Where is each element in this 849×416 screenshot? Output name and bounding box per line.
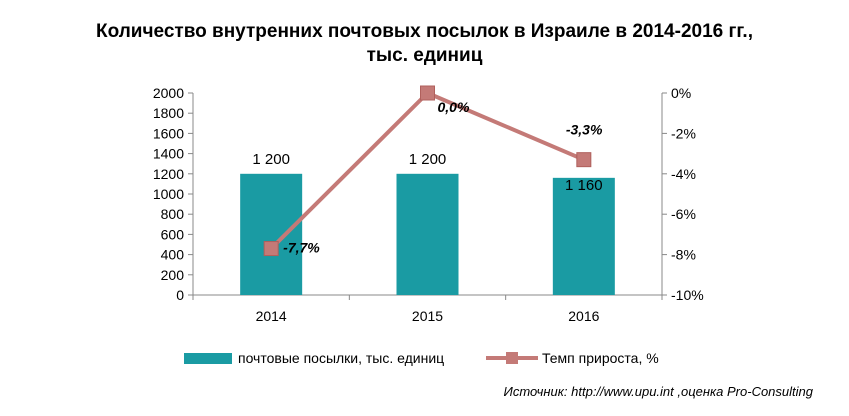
x-axis-tick-label: 2015 (412, 308, 443, 324)
left-axis-tick-label: 1200 (153, 166, 184, 182)
right-axis-tick-label: -6% (671, 206, 696, 222)
growth-rate-marker-2014 (263, 241, 279, 257)
x-axis-tick-label: 2014 (256, 308, 287, 324)
chart-title-line-1: Количество внутренних почтовых посылок в… (96, 21, 753, 42)
left-axis-tick-label: 1000 (153, 186, 184, 202)
legend-bar-swatch (184, 353, 232, 364)
legend-bar-label: почтовые посылки, тыс. единиц (238, 350, 444, 366)
left-axis-tick-label: 400 (161, 247, 185, 263)
chart-title-line-2: тыс. единиц (366, 45, 483, 66)
growth-rate-value-label: 0,0% (438, 99, 470, 115)
right-axis-tick-label: -8% (671, 247, 696, 263)
bar-value-label: 1 200 (252, 151, 290, 168)
left-axis-tick-label: 2000 (153, 85, 184, 101)
left-axis-tick-label: 200 (161, 267, 185, 283)
bar-value-label: 1 160 (565, 177, 603, 194)
growth-rate-marker-2015 (420, 85, 435, 101)
x-axis-tick-label: 2016 (568, 308, 599, 324)
growth-rate-value-label: -7,7% (283, 240, 320, 256)
left-axis-tick-label: 1400 (153, 146, 184, 162)
legend-line-marker (506, 352, 518, 364)
right-axis-tick-label: 0% (671, 85, 691, 101)
left-axis-tick-label: 1600 (153, 125, 184, 141)
bar-2016 (552, 177, 615, 295)
bar-2014 (240, 173, 303, 295)
growth-rate-value-label: -3,3% (566, 122, 603, 138)
right-axis-tick-label: -10% (671, 287, 704, 303)
left-axis-tick-label: 600 (161, 226, 185, 242)
growth-rate-marker-2016 (576, 152, 592, 168)
legend-line-label: Темп прироста, % (542, 350, 659, 366)
bar-value-label: 1 200 (409, 151, 447, 168)
source-note: Источник: http://www.upu.int ,оценка Pro… (503, 384, 813, 399)
right-axis-tick-label: -2% (671, 125, 696, 141)
right-axis-tick-label: -4% (671, 166, 696, 182)
left-axis-tick-label: 800 (161, 206, 185, 222)
left-axis-tick-label: 0 (176, 287, 184, 303)
left-axis-tick-label: 1800 (153, 105, 184, 121)
bar-2015 (396, 173, 459, 295)
